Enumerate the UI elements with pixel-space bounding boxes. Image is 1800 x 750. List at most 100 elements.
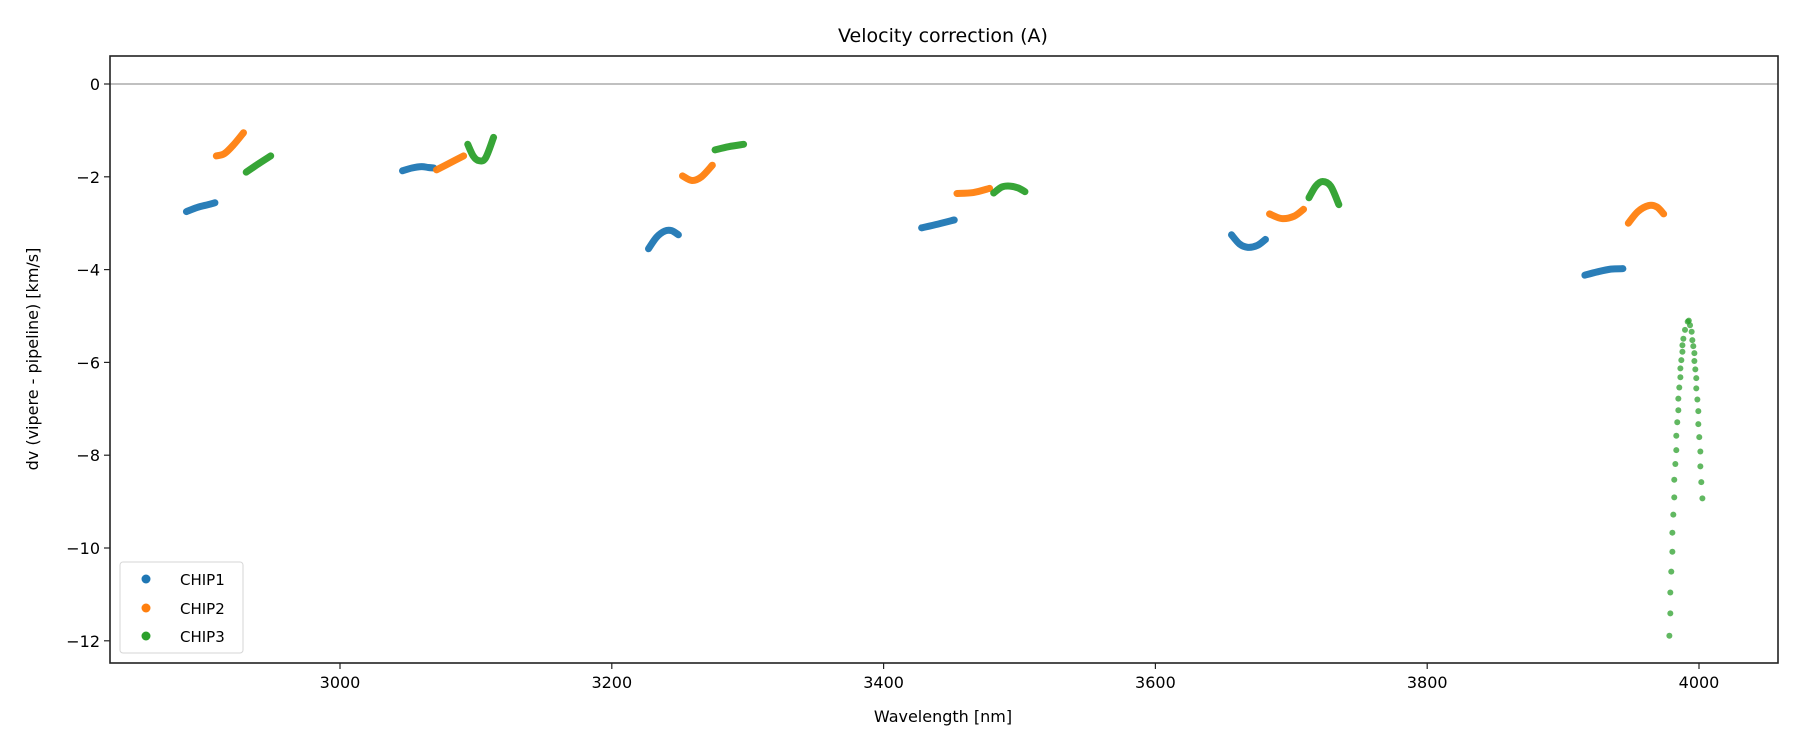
- legend-label-chip2: CHIP2: [180, 600, 225, 618]
- chip3-data-point: [1679, 348, 1686, 355]
- x-tick: 3400: [863, 663, 904, 692]
- x-axis-label: Wavelength [nm]: [874, 707, 1012, 726]
- y-tick: −4: [76, 261, 110, 280]
- chip3-data-point: [1674, 419, 1681, 426]
- x-tick-label: 4000: [1679, 673, 1720, 692]
- y-tick: −6: [76, 353, 110, 372]
- y-ticks: 0 −2 −4 −6 −8 −10 −12: [66, 75, 110, 651]
- chip3-data-segment: [464, 133, 498, 165]
- x-tick: 3800: [1407, 663, 1448, 692]
- chip3-data-point: [1667, 589, 1674, 596]
- chip3-data-point: [1676, 384, 1683, 391]
- chip3-data-segment: [242, 152, 275, 176]
- chip3-data-point: [1675, 407, 1682, 414]
- chip3-data-point: [1685, 317, 1692, 324]
- legend-marker-chip3: [141, 631, 151, 641]
- chip3-data-point: [1673, 432, 1680, 439]
- legend: CHIP1 CHIP2 CHIP3: [119, 561, 244, 654]
- y-tick: −12: [66, 632, 110, 651]
- chip2-data-segment: [953, 184, 994, 198]
- chip3-data-point: [1680, 335, 1687, 342]
- chip3-data-segment: [1305, 177, 1343, 209]
- chip1-data-segment: [1581, 265, 1627, 279]
- chart-title: Velocity correction (A): [838, 25, 1048, 47]
- chip3-data-point: [1693, 375, 1700, 382]
- chip3-data-point: [1682, 326, 1689, 333]
- y-tick: 0: [90, 75, 110, 94]
- chip3-data-point: [1698, 479, 1705, 486]
- chip3-data-point: [1692, 366, 1699, 373]
- data-marks: [182, 129, 1706, 639]
- x-tick: 4000: [1679, 663, 1720, 692]
- chip1-data-segment: [182, 199, 219, 216]
- chip3-data-point: [1691, 358, 1698, 365]
- chip3-data-point: [1667, 610, 1674, 617]
- x-tick: 3600: [1135, 663, 1176, 692]
- y-tick-label: −2: [76, 168, 100, 187]
- x-tick-label: 3600: [1135, 673, 1176, 692]
- chip3-data-point: [1679, 342, 1686, 349]
- chip3-data-point: [1668, 568, 1675, 575]
- chip3-data-point: [1695, 408, 1702, 415]
- chip1-data-segment: [918, 216, 958, 232]
- y-axis-label: dv (vipere - pipeline) [km/s]: [23, 248, 42, 471]
- chip3-data-point: [1693, 385, 1700, 392]
- x-tick: 3000: [320, 663, 361, 692]
- chip3-data-point: [1696, 434, 1703, 441]
- x-tick-label: 3400: [863, 673, 904, 692]
- chip3-data-point: [1666, 632, 1673, 639]
- chip3-data-point: [1677, 365, 1684, 372]
- y-tick-label: −12: [66, 632, 100, 651]
- chip2-data-segment: [1266, 205, 1308, 223]
- chip3-data-segment: [990, 182, 1029, 197]
- y-tick: −8: [76, 446, 110, 465]
- y-tick: −10: [66, 539, 110, 558]
- chip3-data-point: [1689, 337, 1696, 344]
- y-tick-label: −8: [76, 446, 100, 465]
- chip2-data-segment: [678, 161, 716, 185]
- chip3-data-point: [1691, 350, 1698, 357]
- plot-frame: [109, 55, 1779, 664]
- chip3-data-point: [1697, 463, 1704, 470]
- y-tick-label: 0: [90, 75, 100, 94]
- legend-label-chip1: CHIP1: [180, 571, 225, 589]
- chip3-data-point: [1697, 448, 1704, 455]
- chip3-data-point: [1690, 343, 1697, 350]
- x-tick-label: 3800: [1407, 673, 1448, 692]
- chip1-data-segment: [1228, 231, 1269, 251]
- chip3-data-point: [1687, 322, 1694, 329]
- chip1-data-segment: [644, 226, 682, 253]
- chip2-data-segment: [432, 152, 468, 174]
- y-tick: −2: [76, 168, 110, 187]
- chip1-data-segment: [399, 163, 438, 175]
- x-tick-label: 3000: [320, 673, 361, 692]
- chip3-data-segment: [711, 140, 748, 154]
- legend-box: [119, 561, 244, 654]
- chip2-data-segment: [1624, 201, 1668, 227]
- chip3-data-point: [1673, 447, 1680, 454]
- y-tick-label: −10: [66, 539, 100, 558]
- x-tick-label: 3200: [591, 673, 632, 692]
- chip3-data-point: [1699, 495, 1706, 502]
- x-tick: 3200: [591, 663, 632, 692]
- chip3-data-point: [1675, 395, 1682, 402]
- chip3-data-point: [1695, 421, 1702, 428]
- chip3-data-point: [1678, 357, 1685, 364]
- legend-marker-chip2: [141, 603, 151, 613]
- chip3-data-point: [1672, 461, 1679, 468]
- legend-marker-chip1: [141, 574, 151, 584]
- chip3-data-point: [1669, 529, 1676, 536]
- chip3-data-point: [1669, 548, 1676, 555]
- chip3-data-point: [1677, 374, 1684, 381]
- chip3-data-point: [1671, 476, 1678, 483]
- legend-label-chip3: CHIP3: [180, 628, 225, 646]
- y-tick-label: −4: [76, 261, 100, 280]
- chip3-data-point: [1670, 511, 1677, 518]
- y-tick-label: −6: [76, 353, 100, 372]
- chip3-data-point: [1694, 396, 1701, 403]
- chip3-data-point: [1688, 328, 1695, 335]
- chip2-data-segment: [212, 129, 248, 160]
- x-ticks: 3000 3200 3400 3600 3800 4000: [320, 663, 1720, 692]
- chip3-data-point: [1671, 494, 1678, 501]
